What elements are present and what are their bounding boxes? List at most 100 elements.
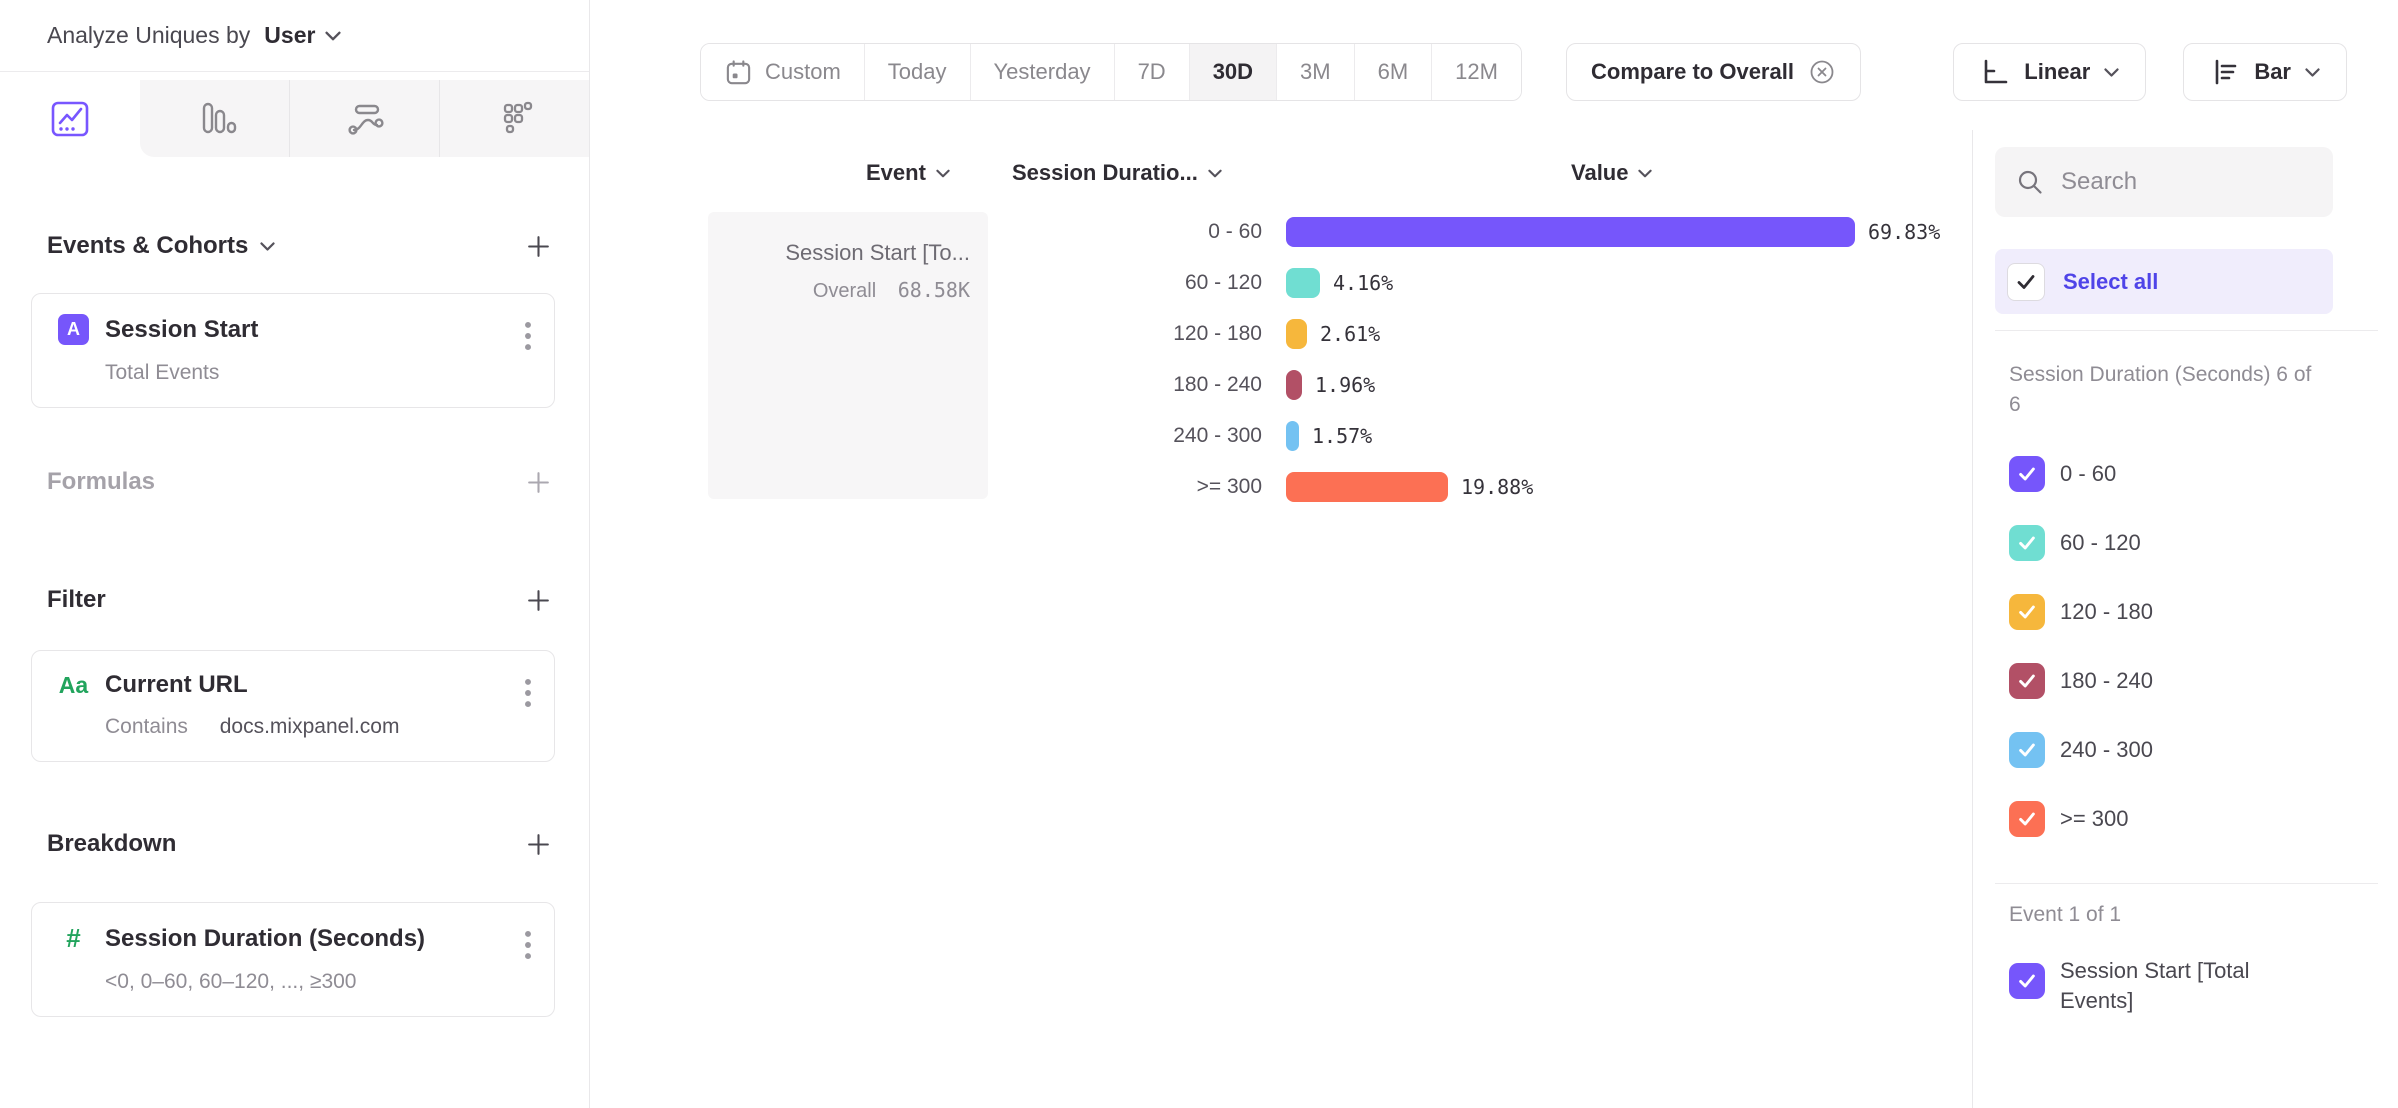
tab-flow[interactable] (289, 80, 439, 157)
query-sections: Events & Cohorts A Session Start Tota (0, 221, 589, 1017)
add-filter-button[interactable] (521, 583, 555, 617)
bar-row: 120 - 180 2.61% (591, 308, 1972, 359)
checkbox-gte-300[interactable] (2009, 800, 2045, 837)
analyze-by-dropdown[interactable]: User (264, 22, 342, 49)
checkbox-session-start[interactable] (2009, 963, 2045, 999)
bar-row: 60 - 120 4.16% (591, 257, 1972, 308)
tab-bar-chart[interactable] (140, 80, 289, 157)
column-header-value[interactable]: Value (1571, 160, 1653, 186)
breakdown-card-menu-button[interactable] (524, 929, 532, 961)
breakdown-title: Breakdown (47, 830, 177, 857)
checkbox-60-120[interactable] (2009, 524, 2045, 561)
compare-to-overall-chip[interactable]: Compare to Overall (1566, 43, 1861, 101)
select-all-label: Select all (2063, 268, 2159, 294)
breakdown-section-header: Breakdown (31, 819, 555, 869)
bar-240-300[interactable] (1286, 420, 1299, 451)
bucket-label: 0 - 60 (1208, 219, 1262, 243)
breakdown-option-row[interactable]: 60 - 120 (2009, 508, 2388, 577)
analyze-by-value: User (264, 22, 316, 48)
bar-value: 1.57% (1312, 423, 1373, 448)
date-range-today[interactable]: Today (863, 44, 970, 100)
breakdown-option-row[interactable]: >= 300 (2009, 784, 2388, 853)
event-card[interactable]: A Session Start Total Events (31, 293, 555, 408)
filter-section-header: Filter (31, 575, 555, 625)
horizontal-bars-icon (2210, 57, 2240, 87)
add-event-button[interactable] (521, 229, 555, 263)
bar-120-180[interactable] (1286, 318, 1307, 349)
filter-card[interactable]: Aa Current URL Contains docs.mixpanel.co… (31, 650, 555, 762)
add-breakdown-button[interactable] (521, 827, 555, 861)
bar-row: 180 - 240 1.96% (591, 359, 1972, 410)
bar-row: 240 - 300 1.57% (591, 410, 1972, 461)
filter-value: docs.mixpanel.com (219, 715, 400, 738)
checkbox-120-180[interactable] (2009, 593, 2045, 630)
breakdown-card[interactable]: # Session Duration (Seconds) <0, 0–60, 6… (31, 902, 555, 1017)
tab-metrics[interactable] (439, 80, 589, 157)
filter-card-condition[interactable]: Contains docs.mixpanel.com (105, 715, 528, 739)
date-range-yesterday[interactable]: Yesterday (969, 44, 1114, 100)
event-card-subtitle[interactable]: Total Events (105, 361, 220, 384)
metrics-grid-icon (492, 96, 538, 142)
string-property-icon: Aa (58, 671, 89, 698)
events-cohorts-toggle[interactable]: Events & Cohorts (47, 232, 275, 260)
search-icon (2015, 167, 2045, 197)
chart-view-controls: Linear Bar (1953, 43, 2347, 101)
checkbox-0-60[interactable] (2009, 455, 2045, 492)
formulas-title: Formulas (47, 468, 156, 495)
breakdown-group-label: Session Duration (Seconds) 6 of 6 (2009, 363, 2312, 416)
date-range-12m[interactable]: 12M (1431, 44, 1521, 100)
date-range-30d[interactable]: 30D (1188, 44, 1277, 100)
breakdown-option-row[interactable]: 240 - 300 (2009, 715, 2388, 784)
bar-0-60[interactable] (1286, 216, 1855, 247)
checkbox-180-240[interactable] (2009, 662, 2045, 699)
filter-card-menu-button[interactable] (524, 677, 532, 709)
breakdown-option-row[interactable]: 120 - 180 (2009, 577, 2388, 646)
line-chart-icon (47, 96, 93, 142)
analyze-label: Analyze Uniques by (47, 22, 251, 48)
bar-row: >= 300 19.88% (591, 461, 1972, 512)
events-cohorts-section-header: Events & Cohorts (31, 221, 555, 271)
event-card-menu-button[interactable] (524, 320, 532, 352)
breakdown-option-row[interactable]: 0 - 60 (2009, 439, 2388, 508)
breakdown-checkbox-list: 0 - 60 60 - 120 120 - 180 180 - 240 (2009, 439, 2388, 853)
date-range-7d[interactable]: 7D (1113, 44, 1189, 100)
breakdown-card-buckets[interactable]: <0, 0–60, 60–120, ..., ≥300 (105, 970, 357, 993)
checkbox-240-300[interactable] (2009, 731, 2045, 768)
event-option-row[interactable]: Session Start [Total Events] (2009, 956, 2274, 1016)
bar-value: 2.61% (1320, 321, 1381, 346)
add-formula-button[interactable] (521, 465, 555, 499)
remove-compare-icon[interactable] (1808, 58, 1836, 86)
bar-chart-icon (192, 96, 238, 142)
formulas-section-header: Formulas (31, 457, 555, 507)
date-range-custom[interactable]: Custom (701, 44, 864, 100)
numeric-property-icon: # (66, 923, 81, 953)
filter-operator: Contains (105, 715, 188, 738)
select-all-row[interactable]: Select all (1995, 249, 2333, 314)
segment-search[interactable] (1995, 147, 2333, 217)
scale-dropdown[interactable]: Linear (1953, 43, 2147, 101)
date-range-3m[interactable]: 3M (1276, 44, 1354, 100)
bar-gte-300[interactable] (1286, 471, 1448, 502)
bucket-label: 180 - 240 (1173, 372, 1262, 396)
tab-line-chart[interactable] (0, 80, 140, 157)
bucket-label: >= 300 (1196, 474, 1262, 498)
chevron-down-icon (260, 241, 275, 251)
select-all-checkbox[interactable] (2007, 262, 2045, 301)
chart-type-tabs (0, 80, 589, 165)
search-input[interactable] (2061, 168, 2301, 196)
bar-180-240[interactable] (1286, 369, 1302, 400)
chevron-down-icon (936, 169, 950, 178)
event-row-cell[interactable]: Session Start [To... Overall 68.58K (708, 212, 988, 499)
report-toolbar: Custom Today Yesterday 7D 30D 3M 6M 12M … (591, 0, 2398, 130)
inactive-tabs-group (140, 80, 589, 157)
date-range-6m[interactable]: 6M (1353, 44, 1432, 100)
breakdown-option-row[interactable]: 180 - 240 (2009, 646, 2388, 715)
bar-60-120[interactable] (1286, 267, 1320, 298)
column-header-breakdown[interactable]: Session Duratio... (1012, 160, 1222, 186)
overall-value: 68.58K (897, 278, 970, 302)
column-header-event[interactable]: Event (866, 160, 950, 186)
bar-row: 0 - 60 69.83% (591, 206, 1972, 257)
chart-type-dropdown[interactable]: Bar (2183, 43, 2347, 101)
calendar-icon (724, 58, 753, 87)
